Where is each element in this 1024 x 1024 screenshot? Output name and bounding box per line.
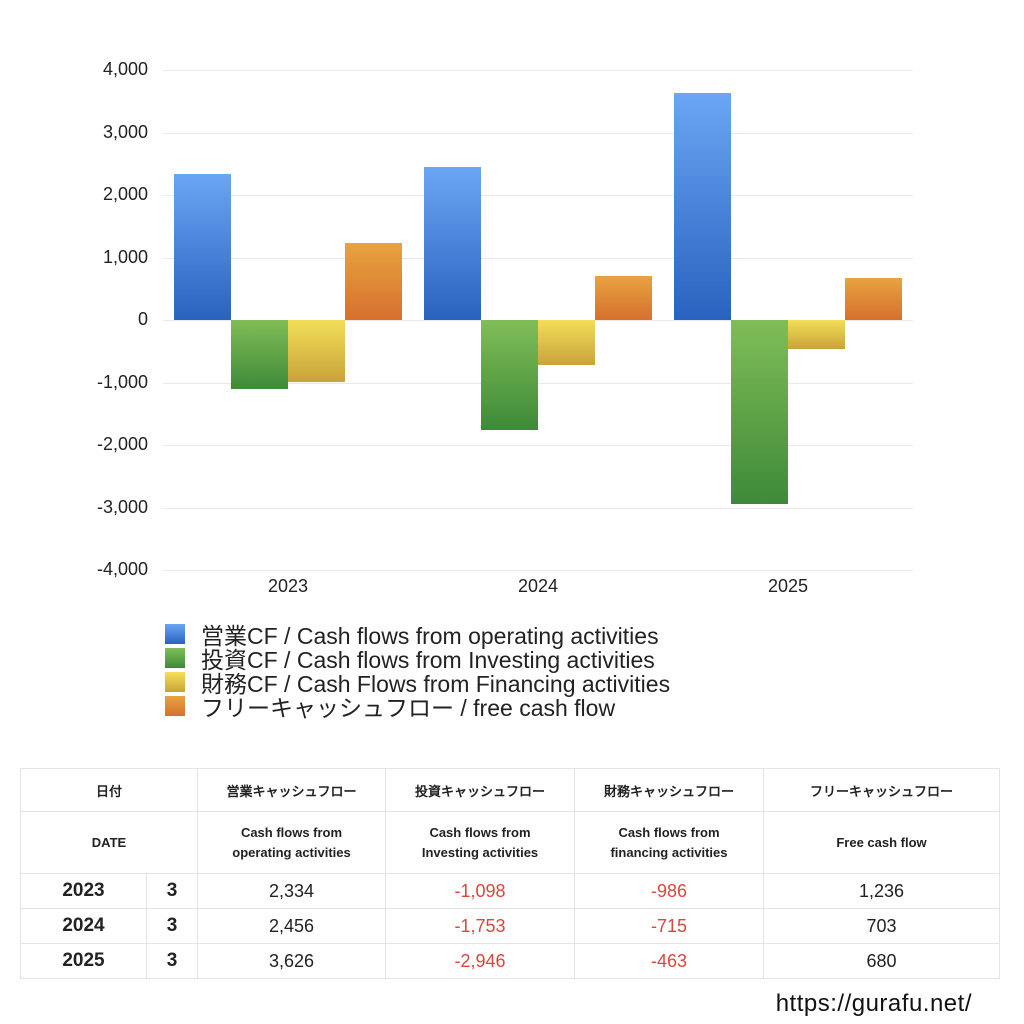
legend-swatch-icon [165,624,185,644]
cell-year: 2023 [20,873,147,909]
legend-swatch-icon [165,648,185,668]
header-financing-en-line2: financing activities [610,844,728,860]
y-tick-label: -4,000 [96,559,148,579]
cell-year: 2025 [20,943,147,979]
x-tick-label: 2023 [267,576,309,596]
cell-financing: -463 [574,943,764,979]
bar-2023-series-1 [231,320,288,389]
gridline [163,508,913,509]
bar-2024-series-2 [538,320,595,365]
gridline [163,70,913,71]
cell-financing: -986 [574,873,764,909]
y-tick-label: -3,000 [96,497,148,517]
y-tick-label: 2,000 [102,184,148,204]
header-operating-en-line1: Cash flows from [240,824,343,840]
gridline [163,258,913,259]
legend-item: 財務CF / Cash Flows from Financing activit… [165,670,670,697]
header-financing-jp: 財務キャッシュフロー [574,768,764,812]
gridline [163,195,913,196]
header-investing-en: Cash flows from Investing activities [385,811,575,874]
header-operating-en: Cash flows from operating activities [197,811,386,874]
header-free-en: Free cash flow [763,811,1000,874]
table-row: 2025 3 3,626 -2,946 -463 680 [20,943,1000,979]
legend-label: 営業CF / Cash flows from operating activit… [201,623,659,649]
site-url[interactable]: https://gurafu.net/ [775,990,972,1017]
cell-financing: -715 [574,908,764,944]
bar-2025-series-1 [731,320,788,505]
table-row: 2024 3 2,456 -1,753 -715 703 [20,908,1000,944]
cell-month: 3 [146,908,198,944]
y-tick-label: -1,000 [96,372,148,392]
y-tick-label: 3,000 [102,122,148,142]
bar-2024-series-1 [481,320,538,430]
header-investing-en-line1: Cash flows from [429,824,531,840]
bar-2025-series-2 [788,320,845,349]
cell-investing: -1,098 [385,873,575,909]
cell-investing: -1,753 [385,908,575,944]
legend-item: 投資CF / Cash flows from Investing activit… [165,646,670,673]
cell-investing: -2,946 [385,943,575,979]
legend-label: フリーキャッシュフロー / free cash flow [201,695,616,721]
cell-operating: 2,456 [197,908,386,944]
bar-2025-series-0 [674,93,731,320]
y-tick-label: 4,000 [102,59,148,79]
header-financing-en-line1: Cash flows from [618,824,720,840]
cell-month: 3 [146,943,198,979]
legend-label: 投資CF / Cash flows from Investing activit… [201,647,655,673]
x-tick-label: 2024 [517,576,559,596]
header-investing-jp: 投資キャッシュフロー [385,768,575,812]
bar-2023-series-3 [345,242,402,320]
table-row: 2023 3 2,334 -1,098 -986 1,236 [20,873,1000,909]
header-operating-jp: 営業キャッシュフロー [197,768,386,812]
header-free-jp: フリーキャッシュフロー [763,768,1000,812]
bar-2023-series-0 [174,174,231,320]
bar-2024-series-3 [595,276,652,320]
gridline [163,445,913,446]
cell-year: 2024 [20,908,147,944]
cell-free: 680 [763,943,1000,979]
cell-free: 1,236 [763,873,1000,909]
bar-2025-series-3 [845,277,902,320]
header-investing-en-line2: Investing activities [421,844,539,860]
cell-free: 703 [763,908,1000,944]
gridline [163,570,913,571]
x-tick-label: 2025 [767,576,809,596]
bar-2024-series-0 [424,166,481,320]
y-tick-label: 0 [137,309,148,329]
table-header-row-jp: 日付 営業キャッシュフロー 投資キャッシュフロー 財務キャッシュフロー フリーキ… [20,768,1000,812]
header-operating-en-line2: operating activities [232,844,351,860]
legend-item: 営業CF / Cash flows from operating activit… [165,622,670,649]
y-tick-label: 1,000 [102,247,148,267]
table-header-row-en: DATE Cash flows from operating activitie… [20,811,1000,874]
cell-month: 3 [146,873,198,909]
gridline [163,133,913,134]
bar-2023-series-2 [288,320,345,382]
gridline [163,383,913,384]
legend-swatch-icon [165,696,185,716]
chart-legend: 営業CF / Cash flows from operating activit… [165,622,670,721]
cell-operating: 2,334 [197,873,386,909]
cash-flow-bar-chart: 4,000 3,000 2,000 1,000 0 -1,000 -2,000 -3,000 -… [96,59,913,596]
legend-swatch-icon [165,672,185,692]
header-financing-en: Cash flows from financing activities [574,811,764,874]
y-tick-label: -2,000 [96,434,148,454]
header-date-jp: 日付 [20,768,198,812]
header-date-en: DATE [20,811,198,874]
cash-flow-table: 日付 営業キャッシュフロー 投資キャッシュフロー 財務キャッシュフロー フリーキ… [20,768,1000,979]
cell-operating: 3,626 [197,943,386,979]
legend-item: フリーキャッシュフロー / free cash flow [165,694,670,721]
legend-label: 財務CF / Cash Flows from Financing activit… [201,671,671,697]
